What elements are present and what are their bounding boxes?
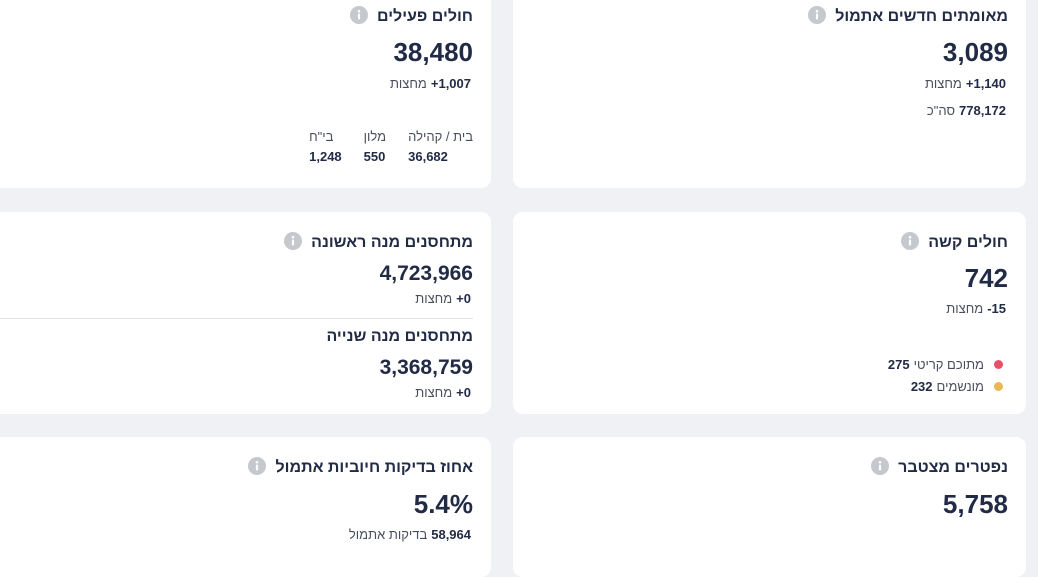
detail-label: בדיקות אתמול [348, 526, 428, 542]
card-title: מתחסנים מנה ראשונה [311, 234, 473, 251]
detail-row: 58,964 בדיקות אתמול [349, 525, 471, 543]
change-label: מחצות [946, 300, 984, 316]
change-label: מחצות [924, 75, 962, 91]
card-value: 4,723,966 [379, 262, 473, 285]
card-title-row: מאומתים חדשים אתמול [808, 5, 1008, 29]
card-value: 3,368,759 [379, 356, 473, 379]
legend-row: מתוכם קריטי 275 [888, 355, 1003, 373]
info-glyph [350, 5, 369, 24]
card-title: מתחסנים מנה שנייה [326, 328, 473, 345]
info-icon[interactable] [350, 5, 369, 29]
breakdown-label: בית / קהילה [408, 129, 473, 144]
legend-dot [994, 381, 1003, 391]
change-row: +1,140 מחצות [925, 74, 1006, 92]
card-title: מאומתים חדשים אתמול [835, 8, 1008, 25]
info-glyph [901, 231, 920, 250]
card-title-row: חולים פעילים [350, 5, 473, 29]
breakdown-item: בית / קהילה 36,682 [408, 129, 473, 164]
card-title: חולים פעילים [377, 8, 473, 25]
breakdown-item: בי"ח 1,248 [309, 129, 342, 164]
breakdown-label: מלון [363, 129, 387, 144]
card [513, 437, 1026, 577]
total-row: 778,172 סה"כ [927, 101, 1006, 119]
info-glyph [284, 231, 303, 250]
card [0, 212, 491, 414]
change-value: +0 [456, 384, 471, 400]
card-title-row: חולים קשה [901, 231, 1008, 255]
change-row: -15 מחצות [946, 299, 1006, 317]
change-row: +0 מחצות [415, 289, 471, 307]
change-value: -15 [987, 300, 1006, 316]
info-icon[interactable] [901, 231, 920, 255]
card-value: 742 [964, 263, 1008, 293]
card-title-row: נפטרים מצטבר [871, 456, 1008, 480]
info-icon[interactable] [248, 456, 267, 480]
divider [0, 318, 473, 319]
card-title: חולים קשה [928, 234, 1008, 251]
change-label: מחצות [415, 290, 453, 306]
card-title-row: מתחסנים מנה שנייה [326, 326, 473, 348]
breakdown-label: בי"ח [309, 129, 334, 144]
info-icon[interactable] [871, 456, 890, 480]
breakdown: בית / קהילה 36,682 מלון 550 בי"ח 1,248 [309, 129, 473, 164]
legend-dot [994, 359, 1003, 369]
card [0, 437, 491, 577]
card [513, 0, 1026, 188]
change-row: +0 מחצות [415, 383, 471, 401]
info-icon[interactable] [284, 231, 303, 255]
card [0, 0, 491, 188]
card-value: 38,480 [393, 37, 473, 67]
card-value: 3,089 [942, 37, 1008, 67]
change-value: +1,007 [430, 75, 471, 91]
change-value: +0 [456, 290, 471, 306]
total-value: 778,172 [959, 102, 1006, 118]
detail-value: 58,964 [431, 526, 471, 542]
card-value: 5,758 [942, 489, 1008, 519]
card-value: 5.4% [413, 489, 473, 519]
legend-value: 232 [910, 378, 933, 394]
breakdown-value: 550 [363, 149, 386, 164]
info-glyph [248, 456, 267, 475]
change-row: +1,007 מחצות [390, 74, 471, 92]
change-label: מחצות [389, 75, 427, 91]
card-title: נפטרים מצטבר [898, 459, 1008, 476]
change-value: +1,140 [965, 75, 1006, 91]
info-icon[interactable] [808, 5, 827, 29]
card-title-row: מתחסנים מנה ראשונה [284, 231, 473, 255]
breakdown-value: 1,248 [309, 149, 342, 164]
legend-value: 275 [887, 356, 910, 372]
info-glyph [808, 5, 827, 24]
total-label: סה"כ [926, 102, 955, 118]
change-label: מחצות [415, 384, 453, 400]
card [513, 212, 1026, 414]
card-title: אחוז בדיקות חיוביות אתמול [275, 459, 473, 476]
info-glyph [871, 456, 890, 475]
legend-label: מונשמים [936, 378, 984, 394]
breakdown-item: מלון 550 [364, 129, 386, 164]
breakdown-value: 36,682 [408, 149, 448, 164]
legend-label: מתוכם קריטי [913, 356, 984, 372]
legend-row: מונשמים 232 [911, 377, 1003, 395]
card-title-row: אחוז בדיקות חיוביות אתמול [248, 456, 473, 480]
